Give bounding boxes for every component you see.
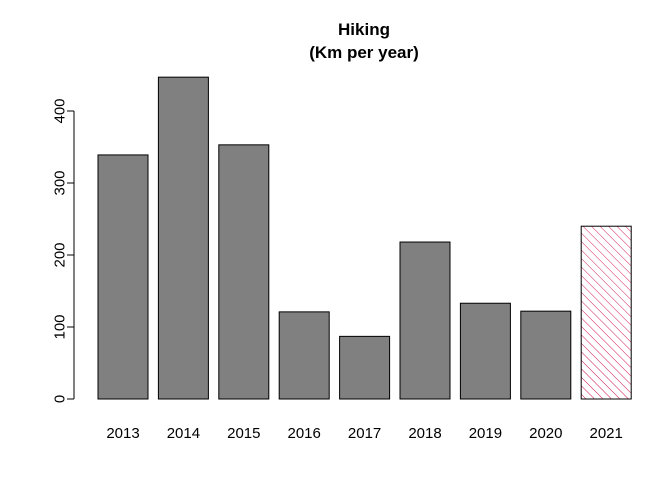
y-tick-label: 200: [52, 242, 69, 267]
y-tick-label: 100: [52, 314, 69, 339]
x-tick-label: 2018: [408, 425, 441, 442]
bar-2013: [97, 154, 149, 400]
chart-title-line-1: Hiking: [338, 20, 390, 39]
bar-2019: [459, 302, 511, 400]
bar-2021: [580, 225, 632, 400]
bar-2016: [278, 311, 330, 400]
chart-title-line-2: (Km per year): [309, 43, 419, 62]
bar-2017: [339, 335, 391, 400]
bar-2018: [399, 241, 451, 400]
bar-2020: [520, 310, 572, 400]
x-tick-label: 2016: [288, 425, 321, 442]
bars: [97, 76, 632, 400]
y-axis: 0 100 200 300 400: [52, 98, 75, 403]
y-tick-label: 400: [52, 98, 69, 123]
y-tick-label: 0: [52, 395, 69, 403]
bar-2015: [218, 144, 270, 400]
x-tick-label: 2019: [469, 425, 502, 442]
y-tick-label: 300: [52, 170, 69, 195]
bar-2014: [157, 76, 209, 400]
x-tick-label: 2013: [106, 425, 139, 442]
x-tick-label: 2014: [167, 425, 200, 442]
x-tick-label: 2017: [348, 425, 381, 442]
x-axis-labels: 2013 2014 2015 2016 2017 2018 2019 2020 2021: [106, 425, 623, 442]
x-tick-label: 2021: [590, 425, 623, 442]
x-tick-label: 2020: [529, 425, 562, 442]
x-tick-label: 2015: [227, 425, 260, 442]
